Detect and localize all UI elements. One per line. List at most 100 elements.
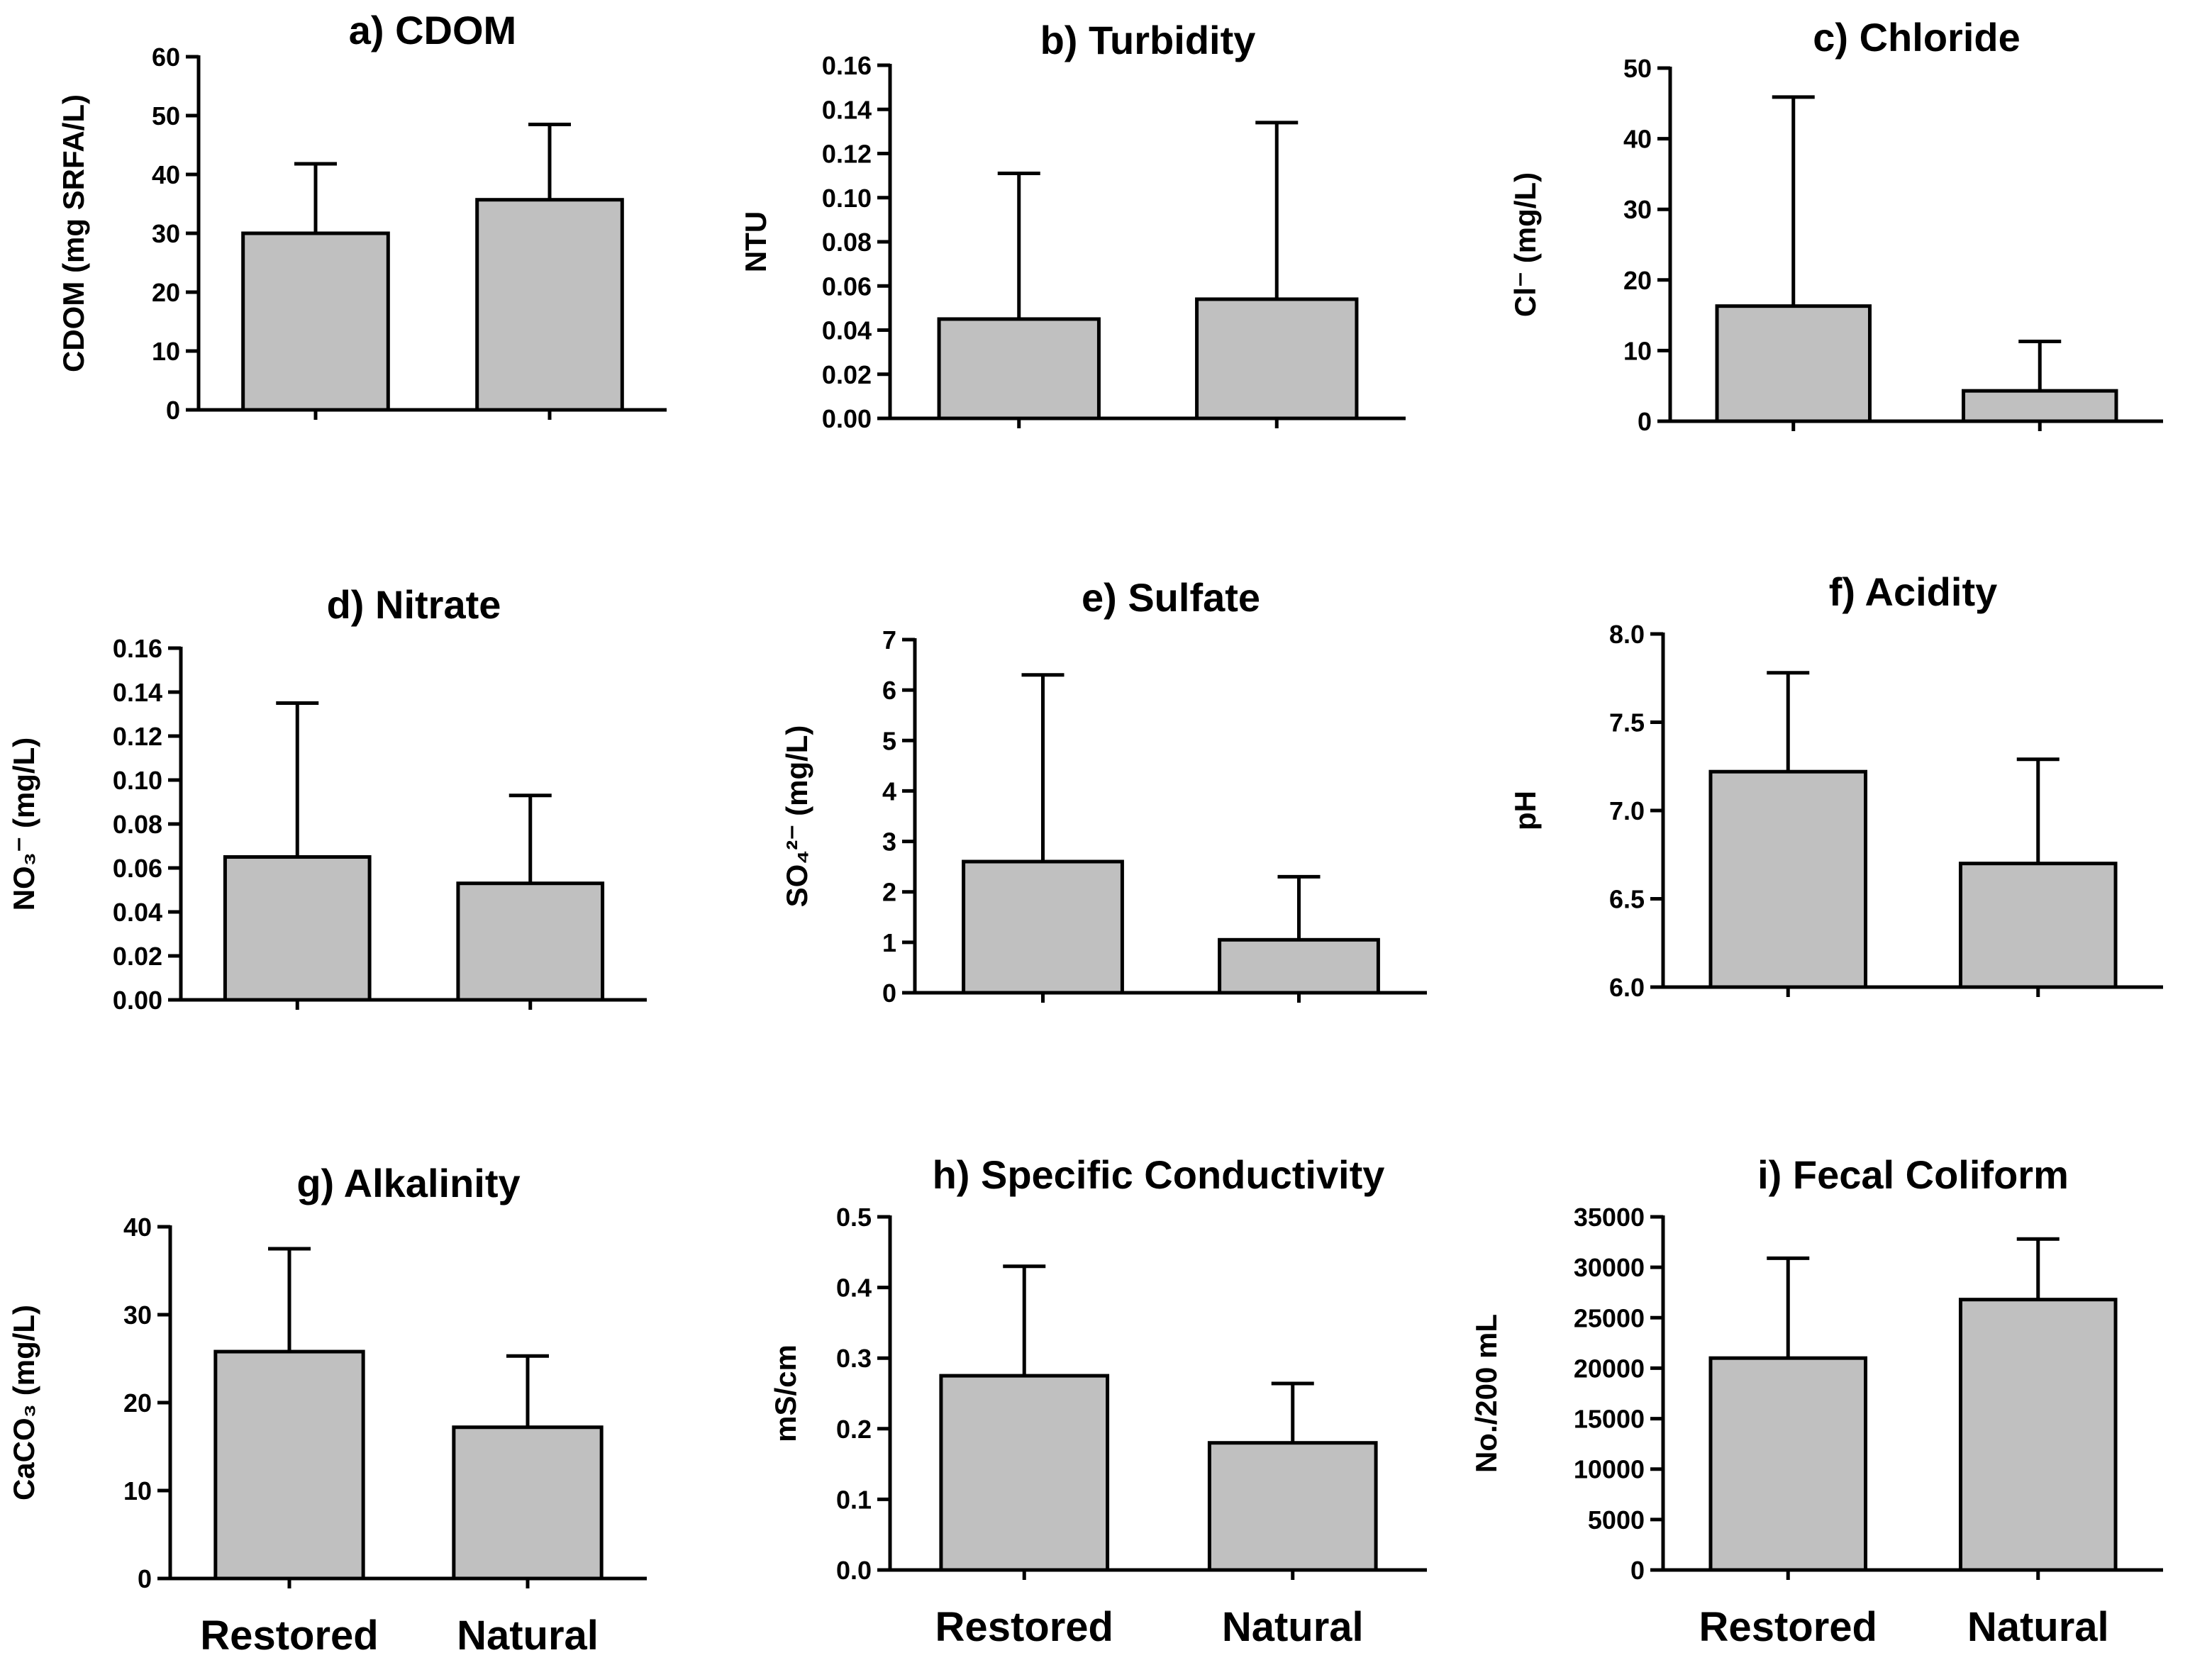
bar-restored [937,317,1101,421]
bar-natural [1195,297,1359,421]
y-tick-label: 0.10 [822,184,872,213]
y-tick-label: 0.02 [113,942,162,971]
bar-natural [1958,1298,2118,1572]
y-tick-label: 0.08 [822,228,872,257]
y-tick-label: 7.5 [1609,708,1645,737]
bar-restored [241,231,390,412]
y-tick-label: 0 [138,1564,152,1593]
chart-title: c) Chloride [1813,15,2020,60]
chart-panel-1: a) CDOM CDOM (mg SRFA/L) 0 10 20 30 40 50 60 [57,8,667,425]
y-tick-label: 0.08 [113,810,162,839]
y-tick-label: 3 [882,828,896,857]
y-tick-label: 0 [1638,407,1652,436]
chart-panel-6: f) Acidity pH 6.0 6.5 7.0 7.5 8.0 [1508,569,2163,1002]
y-tick-label: 30 [123,1301,152,1330]
chart-title: b) Turbidity [1040,18,1256,62]
bar-restored [1708,1356,1868,1572]
category-label: Restored [935,1604,1113,1650]
y-tick-label: 0.04 [113,898,162,927]
chart-title: d) Nitrate [327,582,501,627]
y-axis-label: CaCO₃ (mg/L) [7,1305,40,1500]
y-tick-label: 5 [882,726,896,755]
y-tick-label: 40 [123,1213,152,1242]
chart-title: i) Fecal Coliform [1757,1152,2069,1197]
category-label: Natural [1222,1604,1364,1650]
bar-natural [1958,862,2118,989]
bar-natural [475,198,624,412]
y-tick-label: 0.12 [822,140,872,169]
y-tick-label: 5000 [1588,1505,1645,1535]
chart-title: h) Specific Conductivity [933,1152,1385,1197]
y-tick-label: 6.5 [1609,885,1645,914]
y-tick-label: 0.10 [113,766,162,795]
category-label: Natural [1967,1604,2109,1650]
chart-title: f) Acidity [1829,569,1997,614]
chart-panel-7: g) Alkalinity CaCO₃ (mg/L) Restored Natural… [7,1161,647,1659]
y-tick-label: 6.0 [1609,973,1645,1002]
category-label: Restored [200,1613,378,1659]
chart-panel-4: d) Nitrate NO₃⁻ (mg/L) 0.00 0.02 0.04 0.06 0.0… [7,582,647,1015]
bar-restored [1715,304,1872,423]
chart-title: a) CDOM [349,8,516,52]
y-axis-label: NO₃⁻ (mg/L) [7,737,40,911]
y-axis-label: No./200 mL [1469,1314,1503,1473]
y-tick-label: 0.12 [113,722,162,751]
chart-panel-2: b) Turbidity NTU 0.00 0.02 0.04 0.06 0.08 0.10 0… [739,18,1406,433]
y-tick-label: 20 [1623,266,1652,295]
y-tick-label: 0.5 [836,1203,872,1232]
y-tick-label: 0.00 [113,986,162,1015]
y-tick-label: 50 [1623,54,1652,83]
bar-restored [223,855,372,1002]
y-tick-label: 0 [882,979,896,1008]
y-tick-label: 20 [123,1388,152,1418]
bar-natural [1962,389,2118,423]
bar-natural [1207,1441,1378,1572]
y-tick-label: 20 [152,278,180,307]
y-tick-label: 4 [882,776,896,806]
y-tick-label: 30 [1623,195,1652,224]
y-tick-label: 25000 [1574,1303,1645,1332]
y-tick-label: 0.06 [113,854,162,883]
y-tick-label: 10000 [1574,1455,1645,1484]
y-tick-label: 40 [152,160,180,189]
chart-title: e) Sulfate [1082,575,1260,620]
y-tick-label: 60 [152,43,180,72]
y-axis-label: CDOM (mg SRFA/L) [57,94,90,372]
y-tick-label: 35000 [1574,1203,1645,1232]
y-tick-label: 30000 [1574,1253,1645,1282]
y-tick-label: 0.04 [822,316,872,345]
y-tick-label: 0.06 [822,272,872,301]
y-tick-label: 40 [1623,125,1652,154]
y-tick-label: 0.14 [822,95,872,124]
y-tick-label: 0.1 [836,1485,872,1514]
category-label: Restored [1699,1604,1877,1650]
y-axis-label: NTU [739,211,772,272]
bar-restored [1708,769,1868,989]
y-tick-label: 1 [882,928,896,957]
y-tick-label: 0.14 [113,678,162,707]
y-tick-label: 10 [123,1476,152,1505]
y-tick-label: 0 [166,396,180,425]
y-tick-label: 0.02 [822,360,872,389]
y-tick-label: 0.2 [836,1415,872,1444]
y-tick-label: 0.3 [836,1344,872,1373]
y-tick-label: 7 [882,625,896,655]
y-tick-label: 0 [1630,1556,1645,1585]
y-tick-label: 2 [882,878,896,907]
bar-restored [939,1374,1110,1572]
y-axis-label: mS/cm [769,1344,802,1442]
y-axis-label: pH [1508,791,1542,830]
y-tick-label: 6 [882,676,896,705]
y-tick-label: 0.16 [822,51,872,80]
chart-panel-8: h) Specific Conductivity mS/cm Restored Nat… [769,1152,1427,1650]
y-tick-label: 7.0 [1609,796,1645,825]
y-tick-label: 10 [1623,336,1652,365]
y-tick-label: 0.00 [822,404,872,433]
bar-natural [452,1425,604,1581]
bar-restored [962,859,1124,995]
y-tick-label: 8.0 [1609,620,1645,649]
y-tick-label: 0.4 [836,1274,872,1303]
category-label: Natural [457,1613,599,1659]
chart-title: g) Alkalinity [296,1161,520,1205]
